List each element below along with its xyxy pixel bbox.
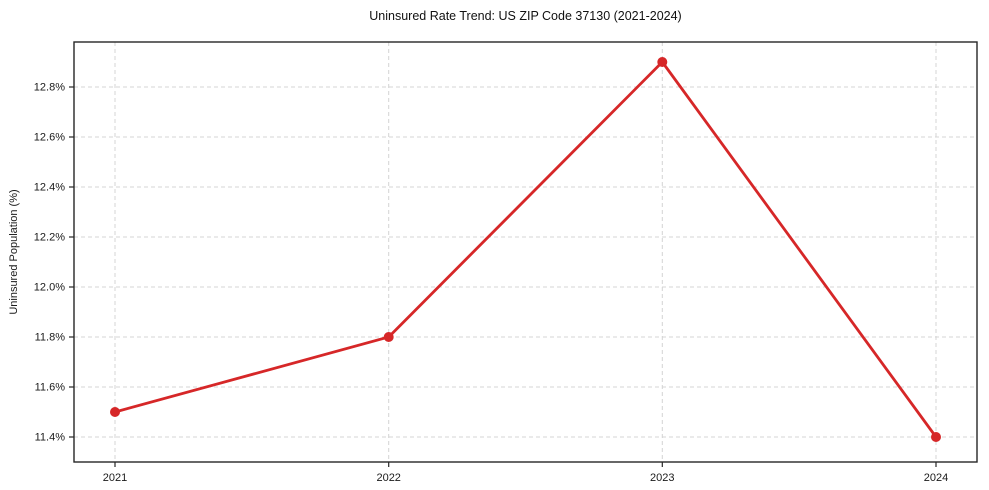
plot-border xyxy=(73,41,978,463)
y-tick-label: 12.0% xyxy=(34,282,65,294)
y-tick-label: 12.6% xyxy=(34,132,65,144)
x-tick-label: 2022 xyxy=(376,472,400,484)
x-tick-label: 2024 xyxy=(924,472,948,484)
data-point xyxy=(383,332,394,342)
x-tick-label: 2023 xyxy=(650,472,674,484)
data-point xyxy=(931,432,941,442)
data-point xyxy=(110,407,120,417)
data-line xyxy=(113,60,938,439)
y-tick-label: 11.6% xyxy=(35,382,66,394)
chart-title: Uninsured Rate Trend: US ZIP Code 37130 … xyxy=(369,9,682,23)
y-tick-label: 11.4% xyxy=(35,432,66,444)
y-tick-label: 11.8% xyxy=(35,332,66,344)
y-tick-label: 12.4% xyxy=(34,182,65,194)
data-point xyxy=(657,57,668,67)
y-tick-label: 12.8% xyxy=(34,82,65,94)
y-tick-label: 12.2% xyxy=(34,232,65,244)
x-tick-label: 2021 xyxy=(103,472,127,484)
